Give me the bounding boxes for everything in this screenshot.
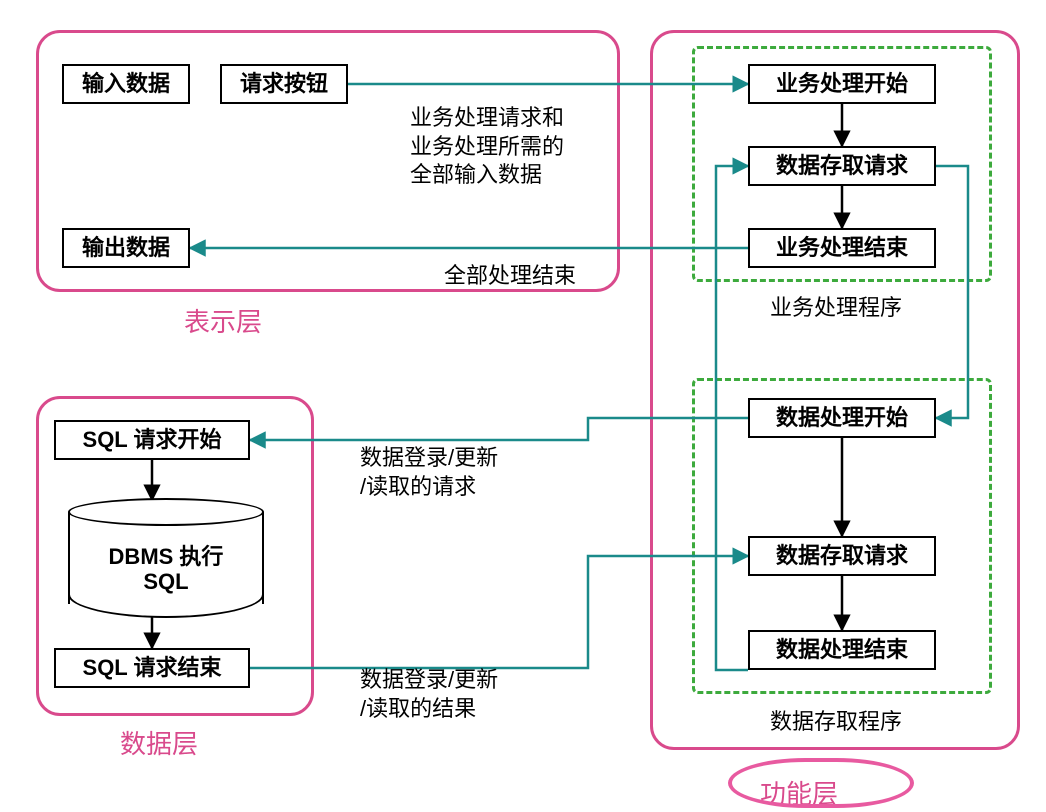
node-label: 数据存取请求 — [776, 153, 908, 178]
node-request-button: 请求按钮 — [220, 64, 348, 104]
node-label: 数据处理结束 — [776, 637, 908, 662]
node-label: SQL 请求结束 — [83, 655, 222, 680]
diagram-canvas: 输入数据 请求按钮 输出数据 业务处理开始 数据存取请求 业务处理结束 SQL … — [0, 0, 1046, 812]
node-input-data: 输入数据 — [62, 64, 190, 104]
node-sql-start: SQL 请求开始 — [54, 420, 250, 460]
node-biz-start: 业务处理开始 — [748, 64, 936, 104]
edge-label-line: /读取的请求 — [360, 473, 498, 502]
edge-label-line: 业务处理所需的 — [410, 133, 564, 162]
edge-label-line: 全部输入数据 — [410, 161, 564, 190]
node-output-data: 输出数据 — [62, 228, 190, 268]
data-access-program-label: 数据存取程序 — [770, 704, 902, 736]
node-label: 业务处理开始 — [776, 71, 908, 96]
node-label: 数据存取请求 — [776, 543, 908, 568]
node-label: 数据处理开始 — [776, 405, 908, 430]
data-layer-label: 数据层 — [120, 724, 198, 761]
edge-label-line: 数据登录/更新 — [360, 444, 498, 473]
node-data-start: 数据处理开始 — [748, 398, 936, 438]
node-sql-end: SQL 请求结束 — [54, 648, 250, 688]
dbms-label-line1: DBMS 执行 — [109, 544, 224, 569]
node-label: 输出数据 — [82, 235, 170, 260]
dbms-cylinder-top — [68, 498, 264, 526]
node-biz-end: 业务处理结束 — [748, 228, 936, 268]
node-data-req: 数据存取请求 — [748, 536, 936, 576]
edge-label-line: /读取的结果 — [360, 695, 498, 724]
edge-label-line: 数据登录/更新 — [360, 666, 498, 695]
node-data-end: 数据处理结束 — [748, 630, 936, 670]
node-label: 请求按钮 — [240, 71, 328, 96]
node-label: 输入数据 — [82, 71, 170, 96]
dbms-label-line2: SQL — [143, 569, 188, 594]
presentation-layer-label: 表示层 — [184, 302, 262, 339]
edge-label-data-login: 数据登录/更新 /读取的请求 — [360, 444, 498, 501]
node-biz-data-req: 数据存取请求 — [748, 146, 936, 186]
edge-label-line: 全部处理结束 — [444, 262, 576, 291]
function-layer-highlight-oval — [728, 758, 914, 808]
dbms-cylinder-label: DBMS 执行 SQL — [68, 526, 264, 612]
edge-label-request: 业务处理请求和 业务处理所需的 全部输入数据 — [410, 104, 564, 190]
edge-label-data-result: 数据登录/更新 /读取的结果 — [360, 666, 498, 723]
edge-label-output: 全部处理结束 — [444, 262, 576, 291]
node-label: SQL 请求开始 — [83, 427, 222, 452]
node-label: 业务处理结束 — [776, 235, 908, 260]
business-program-label: 业务处理程序 — [770, 290, 902, 322]
edge-label-line: 业务处理请求和 — [410, 104, 564, 133]
